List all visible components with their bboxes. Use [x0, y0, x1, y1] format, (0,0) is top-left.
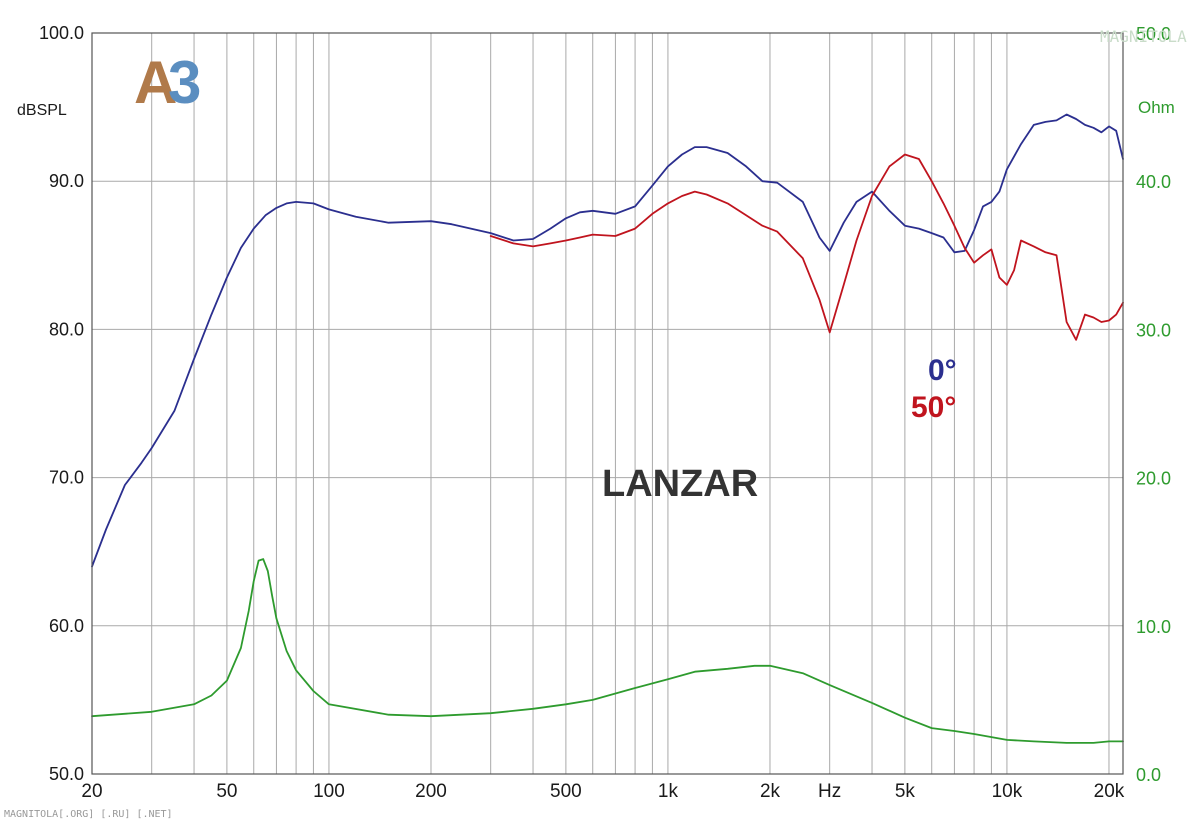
x-tick-label: 50	[216, 781, 237, 802]
x-tick-label: 2k	[760, 781, 781, 802]
x-tick-label: 20k	[1094, 781, 1125, 802]
spl-curve-1	[489, 153, 1124, 341]
y-left-tick-label: 80.0	[49, 319, 84, 339]
y-right-tick-label: 0.0	[1136, 765, 1161, 785]
x-tick-label: 500	[550, 781, 582, 802]
y-right-axis-label: Ohm	[1138, 98, 1175, 117]
x-tick-label: 5k	[895, 781, 916, 802]
y-left-tick-label: 100.0	[39, 23, 84, 43]
watermark-bottom-left: MAGNITOLA[.ORG] [.RU] [.NET]	[4, 809, 173, 820]
y-left-tick-label: 70.0	[49, 468, 84, 488]
impedance-curve	[91, 558, 1124, 744]
legend-entry-0deg: 0°	[928, 354, 957, 387]
watermark-top-right: MAGNITOLA	[1100, 27, 1187, 46]
plot-background	[92, 33, 1123, 774]
x-tick-label: 100	[313, 781, 345, 802]
y-left-axis-label: dBSPL	[17, 102, 67, 119]
y-left-tick-label: 90.0	[49, 171, 84, 191]
svg-text:A: A	[134, 49, 177, 116]
x-tick-label: 20	[81, 781, 102, 802]
brand-label: LANZAR	[602, 463, 758, 505]
ticks: 50.0 60.0 70.0 80.0 90.0 100.0 0.0 10.0 20.0 30.0…	[39, 23, 1171, 802]
a3-logo: A 3	[134, 49, 201, 116]
y-right-tick-label: 50.0	[1136, 24, 1171, 44]
y-right-tick-label: 20.0	[1136, 469, 1171, 489]
y-right-tick-label: 10.0	[1136, 617, 1171, 637]
x-tick-label: 200	[415, 781, 447, 802]
spl-curve-0	[91, 113, 1124, 568]
y-right-tick-label: 30.0	[1136, 320, 1171, 340]
y-left-tick-label: 50.0	[49, 764, 84, 784]
x-tick-label: 1k	[658, 781, 679, 802]
svg-text:3: 3	[168, 49, 201, 116]
legend: 0° 50°	[911, 354, 957, 424]
x-tick-label: Hz	[818, 781, 841, 802]
y-left-tick-label: 60.0	[49, 616, 84, 636]
plot-frame	[91, 32, 1124, 775]
legend-entry-50deg: 50°	[911, 391, 956, 424]
x-tick-label: 10k	[992, 781, 1023, 802]
y-right-tick-label: 40.0	[1136, 172, 1171, 192]
curves	[91, 113, 1124, 744]
grid	[92, 32, 1123, 775]
